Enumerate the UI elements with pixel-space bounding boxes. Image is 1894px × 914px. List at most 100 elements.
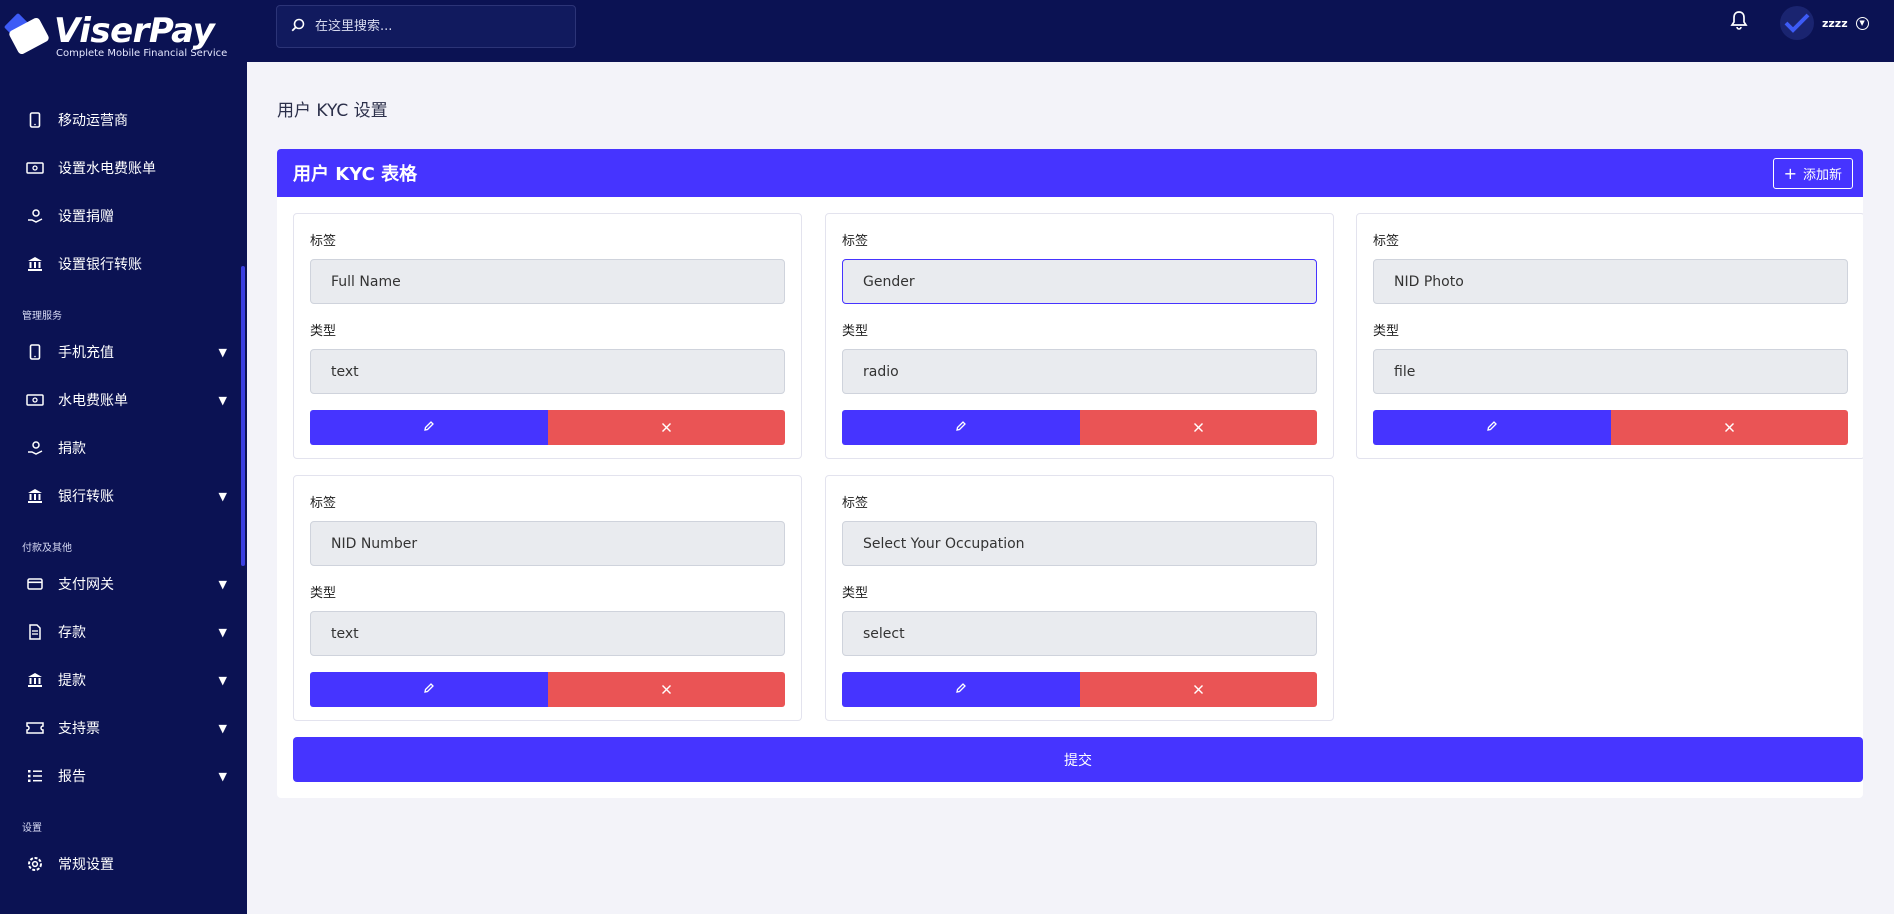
sidebar-item-report[interactable]: 报告 ▼: [0, 752, 247, 800]
plus-icon: +: [1783, 163, 1797, 183]
donation-icon: [26, 207, 44, 225]
user-menu[interactable]: zzzz ▼: [1780, 6, 1869, 40]
avatar: [1780, 6, 1814, 40]
delete-button[interactable]: [1079, 410, 1317, 445]
gear-icon: [26, 855, 44, 873]
type-input[interactable]: text: [310, 611, 785, 656]
brand-logo[interactable]: ViserPay Complete Mobile Financial Servi…: [0, 0, 247, 72]
type-input[interactable]: select: [842, 611, 1317, 656]
page-title: 用户 KYC 设置: [277, 101, 388, 121]
panel-title: 用户 KYC 表格: [293, 164, 418, 185]
chevron-down-icon: ▼: [1855, 16, 1869, 30]
kyc-field-card: 标签 NID Number 类型 text: [293, 475, 802, 721]
bill-icon: [26, 391, 44, 409]
sidebar-item-label: 捐款: [58, 441, 86, 457]
sidebar-section-manage: 管理服务: [22, 311, 62, 322]
deposit-icon: [26, 623, 44, 641]
pencil-icon: [955, 420, 967, 436]
type-input[interactable]: file: [1373, 349, 1848, 394]
pencil-icon: [423, 420, 435, 436]
type-caption: 类型: [842, 324, 869, 339]
sidebar-item-label: 设置捐赠: [58, 209, 114, 225]
delete-button[interactable]: [1610, 410, 1848, 445]
chevron-down-icon: ▼: [218, 489, 227, 503]
credit-card-icon: [26, 575, 44, 593]
kyc-field-card: 标签 Gender 类型 radio: [825, 213, 1334, 459]
sidebar-item-label: 常规设置: [58, 857, 114, 873]
kyc-field-card: 标签 Full Name 类型 text: [293, 213, 802, 459]
chevron-down-icon: ▼: [218, 393, 227, 407]
bank-icon: [26, 255, 44, 273]
edit-button[interactable]: [842, 672, 1080, 707]
sidebar-item-support-ticket[interactable]: 支持票 ▼: [0, 704, 247, 752]
edit-button[interactable]: [310, 410, 548, 445]
sidebar-item-label: 水电费账单: [58, 393, 128, 409]
wallet-logo-icon: [3, 12, 51, 57]
chevron-down-icon: ▼: [218, 577, 227, 591]
sidebar-item-setup-donation[interactable]: 设置捐赠: [0, 192, 247, 240]
sidebar-item-setup-bank-transfer[interactable]: 设置银行转账: [0, 240, 247, 288]
label-input[interactable]: Gender: [842, 259, 1317, 304]
sidebar-section-settings: 设置: [22, 823, 42, 834]
search-box[interactable]: [276, 5, 576, 48]
sidebar-item-payment-gateway[interactable]: 支付网关 ▼: [0, 560, 247, 608]
sidebar-item-bank-transfer[interactable]: 银行转账 ▼: [0, 472, 247, 520]
bell-icon[interactable]: [1730, 10, 1748, 35]
sidebar-item-mobile-operator[interactable]: 移动运营商: [0, 96, 247, 144]
sidebar-item-donation[interactable]: 捐款: [0, 424, 247, 472]
sidebar-item-label: 报告: [58, 769, 86, 785]
pencil-icon: [955, 682, 967, 698]
edit-button[interactable]: [842, 410, 1080, 445]
sidebar-item-deposit[interactable]: 存款 ▼: [0, 608, 247, 656]
label-input[interactable]: Full Name: [310, 259, 785, 304]
type-caption: 类型: [1373, 324, 1400, 339]
type-input[interactable]: text: [310, 349, 785, 394]
topbar: zzzz ▼: [247, 0, 1894, 62]
close-icon: [1724, 419, 1735, 437]
add-new-button[interactable]: + 添加新: [1772, 157, 1853, 189]
delete-button[interactable]: [547, 672, 785, 707]
sidebar-nav: 移动运营商 设置水电费账单 设置捐赠 设置银行转账 管理服务 手机充值: [0, 72, 247, 888]
submit-button[interactable]: 提交: [293, 737, 1863, 782]
delete-button[interactable]: [1079, 672, 1317, 707]
sidebar-item-mobile-recharge[interactable]: 手机充值 ▼: [0, 328, 247, 376]
bank-icon: [26, 487, 44, 505]
sidebar-item-label: 移动运营商: [58, 113, 128, 129]
label-input[interactable]: NID Photo: [1373, 259, 1848, 304]
pencil-icon: [423, 682, 435, 698]
type-caption: 类型: [310, 586, 337, 601]
kyc-field-card: 标签 NID Photo 类型 file: [1356, 213, 1863, 459]
mobile-icon: [26, 111, 44, 129]
type-input[interactable]: radio: [842, 349, 1317, 394]
chevron-down-icon: ▼: [218, 625, 227, 639]
ticket-icon: [26, 719, 44, 737]
brand-name: ViserPay: [54, 11, 215, 51]
label-input[interactable]: NID Number: [310, 521, 785, 566]
sidebar-item-label: 提款: [58, 673, 86, 689]
close-icon: [1193, 419, 1204, 437]
edit-button[interactable]: [1373, 410, 1611, 445]
sidebar-scrollbar[interactable]: [241, 266, 245, 566]
pencil-icon: [1486, 420, 1498, 436]
edit-button[interactable]: [310, 672, 548, 707]
delete-button[interactable]: [547, 410, 785, 445]
type-caption: 类型: [310, 324, 337, 339]
bank-icon: [26, 671, 44, 689]
search-input[interactable]: [315, 19, 555, 34]
kyc-form-panel: 用户 KYC 表格 + 添加新 标签 Full Name 类型 text 标签 …: [277, 149, 1863, 798]
sidebar-item-withdraw[interactable]: 提款 ▼: [0, 656, 247, 704]
sidebar-section-payment: 付款及其他: [22, 543, 72, 554]
label-caption: 标签: [310, 234, 337, 249]
sidebar-item-general-settings[interactable]: 常规设置: [0, 840, 247, 888]
sidebar-item-setup-utility-bill[interactable]: 设置水电费账单: [0, 144, 247, 192]
chevron-down-icon: ▼: [218, 721, 227, 735]
sidebar-item-label: 手机充值: [58, 345, 114, 361]
sidebar: ViserPay Complete Mobile Financial Servi…: [0, 0, 247, 914]
sidebar-item-label: 支付网关: [58, 577, 114, 593]
sidebar-item-utility-bill[interactable]: 水电费账单 ▼: [0, 376, 247, 424]
chevron-down-icon: ▼: [218, 769, 227, 783]
mobile-icon: [26, 343, 44, 361]
close-icon: [661, 681, 672, 699]
label-input[interactable]: Select Your Occupation: [842, 521, 1317, 566]
close-icon: [661, 419, 672, 437]
